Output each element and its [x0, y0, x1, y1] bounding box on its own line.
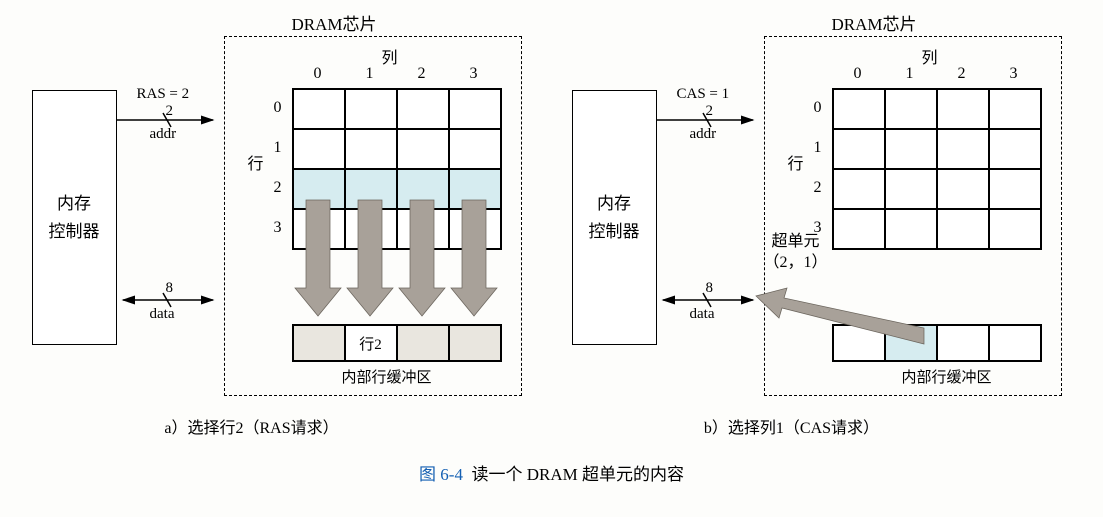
- controller-box-a: 内存 控制器: [32, 90, 117, 345]
- addr-bits-b: 2: [706, 103, 714, 120]
- col-labels-a: 0 1 2 3: [292, 65, 500, 83]
- main-caption: 图 6-4 读一个 DRAM 超单元的内容: [20, 440, 1083, 485]
- cas-label-b: CAS = 1: [677, 86, 730, 103]
- row-labels-a: 0 1 2 3: [268, 88, 288, 248]
- row-label-1: 1: [268, 128, 288, 168]
- figure-caption-text: 读一个 DRAM 超单元的内容: [471, 465, 684, 484]
- panel-b: DRAM芯片 内存 控制器 CAS = 1 2 addr 8 data 超单元 …: [582, 10, 1062, 440]
- addr-label-a: addr: [150, 126, 177, 143]
- subcaption-a: a）选择行2（RAS请求）: [12, 414, 492, 438]
- row-header-b: 行: [788, 150, 804, 174]
- data-bits-a: 8: [166, 280, 174, 297]
- col-label-0: 0: [292, 65, 344, 83]
- row-label-0: 0: [268, 88, 288, 128]
- buffer-caption-b: 内部行缓冲区: [902, 366, 992, 387]
- controller-box-b: 内存 控制器: [572, 90, 657, 345]
- controller-line2-a: 控制器: [33, 218, 116, 245]
- chip-title-a: DRAM芯片: [292, 10, 377, 35]
- row-header-a: 行: [248, 150, 264, 174]
- controller-line1-a: 内存: [33, 190, 116, 217]
- addr-bits-a: 2: [166, 103, 174, 120]
- down-arrows-a: [292, 200, 502, 340]
- figure-wrap: DRAM芯片 内存 控制器 RAS = 2 2 addr 8 data 列 行: [20, 10, 1083, 440]
- controller-line1-b: 内存: [573, 190, 656, 217]
- oblique-arrow-b: [754, 286, 944, 350]
- buffer-a: 行2: [292, 324, 502, 362]
- grid-b: [832, 88, 1042, 250]
- col-label-1: 1: [344, 65, 396, 83]
- addr-label-b: addr: [690, 126, 717, 143]
- ras-label-a: RAS = 2: [137, 86, 190, 103]
- row-labels-b: 0 1 2 3: [808, 88, 828, 248]
- figure-number: 图 6-4: [419, 465, 463, 484]
- chip-title-b: DRAM芯片: [832, 10, 917, 35]
- col-labels-b: 0 1 2 3: [832, 65, 1040, 83]
- data-label-a: data: [150, 306, 175, 323]
- col-label-3: 3: [448, 65, 500, 83]
- controller-line2-b: 控制器: [573, 218, 656, 245]
- data-label-b: data: [690, 306, 715, 323]
- row-label-3: 3: [268, 208, 288, 248]
- panel-a: DRAM芯片 内存 控制器 RAS = 2 2 addr 8 data 列 行: [42, 10, 522, 440]
- data-bits-b: 8: [706, 280, 714, 297]
- buffer-caption-a: 内部行缓冲区: [342, 366, 432, 387]
- col-label-2: 2: [396, 65, 448, 83]
- buffer-label-cell: 行2: [345, 325, 397, 361]
- subcaption-b: b）选择列1（CAS请求）: [552, 414, 1032, 438]
- row-label-2: 2: [268, 168, 288, 208]
